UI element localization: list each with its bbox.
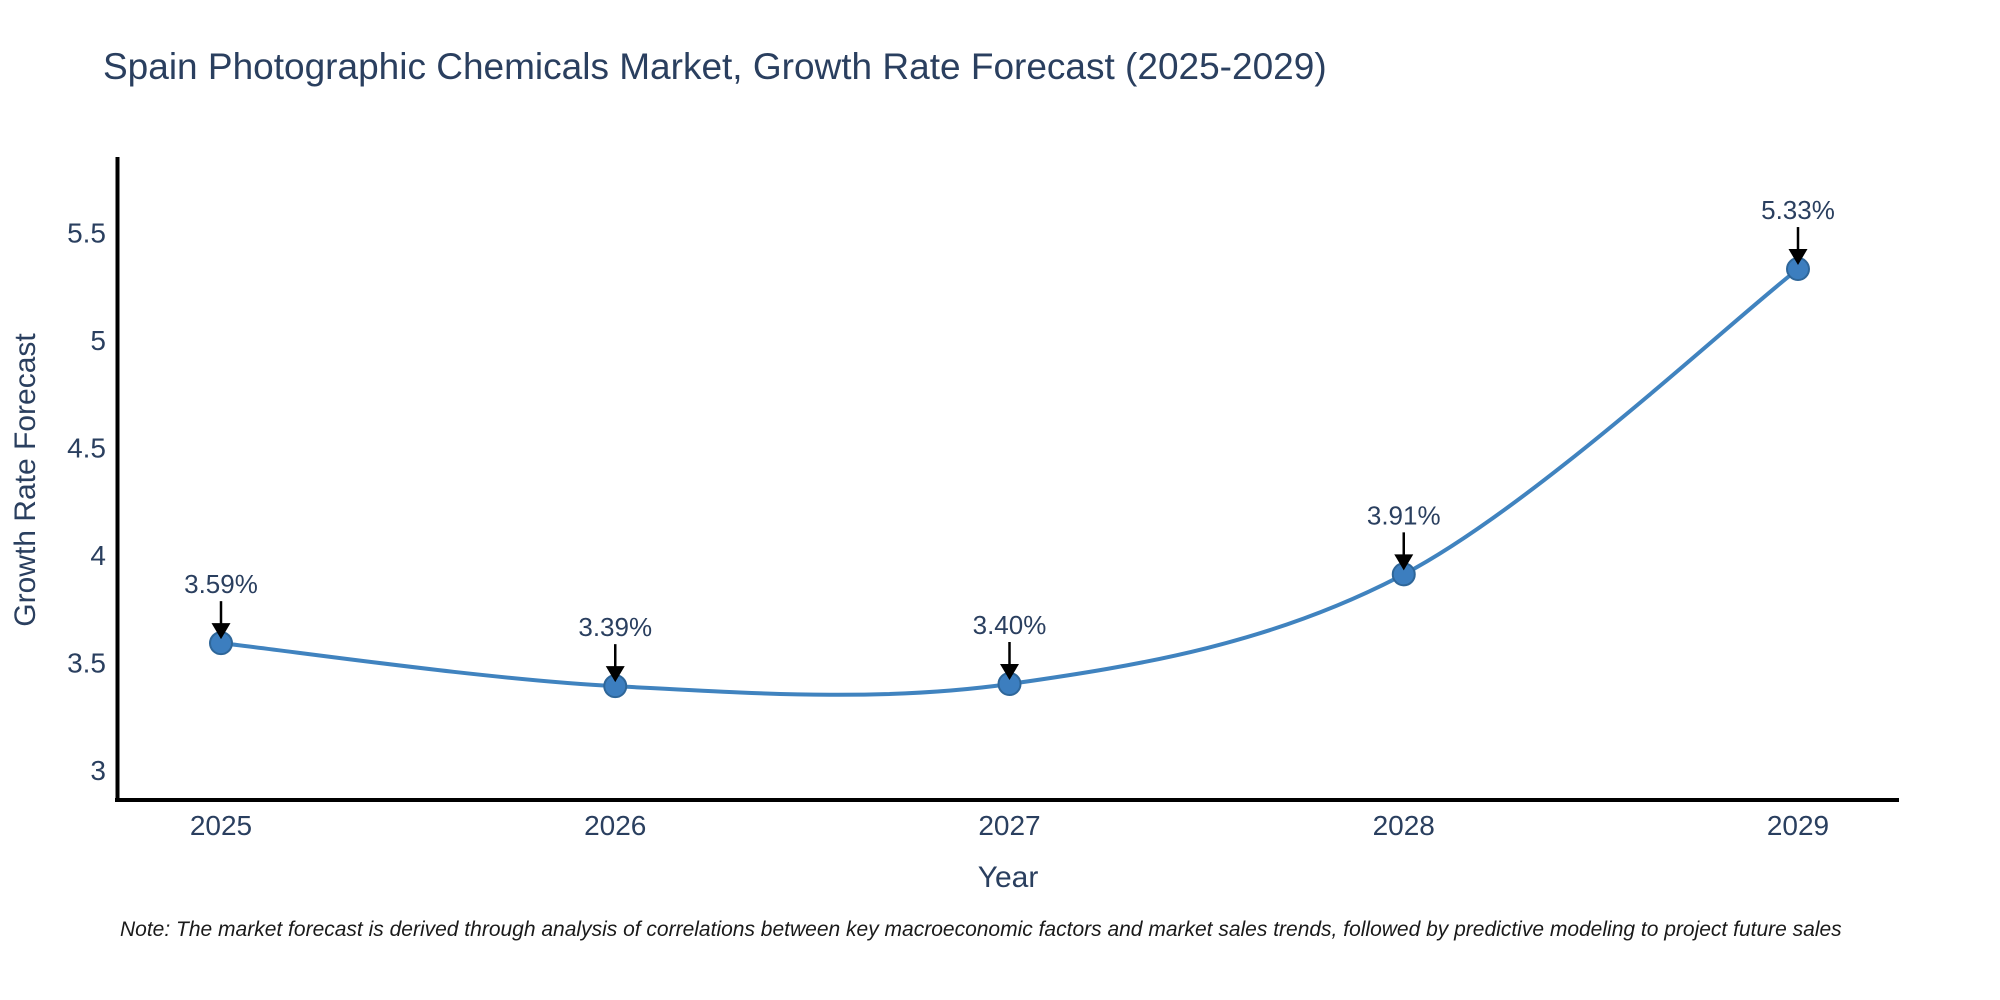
annotation-arrowhead: [1394, 554, 1414, 571]
annotation-label: 3.59%: [184, 569, 258, 599]
annotation-arrowhead: [1000, 664, 1019, 680]
annotation-arrowhead: [211, 623, 231, 640]
x-tick-label: 2025: [190, 810, 252, 841]
y-tick-label: 5: [90, 325, 106, 356]
y-tick-label: 5.5: [67, 218, 106, 249]
y-tick-label: 4.5: [67, 433, 106, 464]
y-tick-label: 4: [90, 540, 106, 571]
x-tick-label: 2029: [1767, 810, 1829, 841]
annotation-label: 3.91%: [1367, 500, 1441, 530]
annotation-label: 3.39%: [578, 612, 652, 642]
annotation-label: 3.40%: [973, 610, 1047, 640]
series-line: [220, 267, 1800, 697]
annotation-arrowhead: [605, 666, 625, 683]
chart-title: Spain Photographic Chemicals Market, Gro…: [103, 46, 1327, 87]
annotation-label: 5.33%: [1761, 195, 1835, 225]
y-tick-label: 3: [90, 755, 106, 786]
y-axis-title: Growth Rate Forecast: [9, 333, 42, 627]
x-tick-label: 2027: [978, 810, 1040, 841]
x-axis-title: Year: [977, 861, 1039, 894]
x-tick-label: 2026: [584, 810, 646, 841]
y-tick-label: 3.5: [67, 648, 106, 679]
x-tick-label: 2028: [1373, 810, 1435, 841]
footnote: Note: The market forecast is derived thr…: [120, 918, 1842, 941]
annotation-arrowhead: [1788, 249, 1808, 266]
